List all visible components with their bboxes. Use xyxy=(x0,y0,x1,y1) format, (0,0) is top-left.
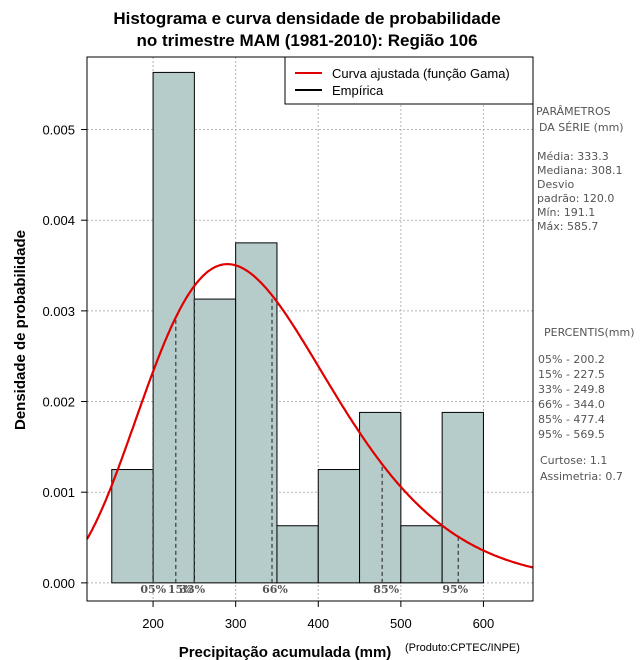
stat-mean: Média: 333.3 xyxy=(537,150,609,163)
y-tick-label: 0.004 xyxy=(42,213,75,228)
params-header-line-2: DA SÉRIE (mm) xyxy=(539,121,624,134)
percentile-label: 05% xyxy=(140,583,166,596)
x-axis-title: Precipitação acumulada (mm) xyxy=(179,644,392,660)
legend-box xyxy=(284,56,534,105)
y-tick-label: 0.005 xyxy=(42,123,75,138)
stat-skewness: Assimetria: 0.7 xyxy=(540,470,623,483)
histogram-bars xyxy=(111,71,484,584)
percentil-66: 66% - 344.0 xyxy=(538,398,605,411)
percentil-33: 33% - 249.8 xyxy=(538,383,605,396)
chart-title-line-1: Histograma e curva densidade de probabil… xyxy=(113,9,500,28)
percentil-05: 05% - 200.2 xyxy=(538,353,605,366)
x-tick-label: 200 xyxy=(142,616,164,631)
x-tick-label: 400 xyxy=(307,616,329,631)
percentile-label: 95% xyxy=(442,583,468,596)
y-tick-label: 0.002 xyxy=(42,395,75,410)
percentil-15: 15% - 227.5 xyxy=(538,368,605,381)
side-panel: PARÂMETROS DA SÉRIE (mm) Média: 333.3 Me… xyxy=(536,105,635,483)
y-axis-title: Densidade de probabilidade xyxy=(12,230,29,430)
histogram-bar xyxy=(111,469,154,584)
percentile-label: 85% xyxy=(373,583,399,596)
stat-max: Máx: 585.7 xyxy=(537,220,598,233)
stat-kurtosis: Curtose: 1.1 xyxy=(540,454,607,467)
stat-median: Mediana: 308.1 xyxy=(537,164,622,177)
gamma-curve xyxy=(86,262,534,569)
percentile-label: 33% xyxy=(179,583,205,596)
y-axis: 0.000 0.001 0.002 0.003 0.004 0.005 xyxy=(42,123,87,591)
percentil-95: 95% - 569.5 xyxy=(538,428,605,441)
histogram-bar xyxy=(317,469,361,584)
percentile-label: 15% xyxy=(168,583,194,596)
percentile-labels: 05% 15%33% 66% 85% 95% xyxy=(140,583,468,596)
legend: Curva ajustada (função Gama) Empírica xyxy=(284,56,534,105)
credit-text: (Produto:CPTEC/INPE) xyxy=(405,642,520,654)
percentile-lines xyxy=(152,286,459,583)
histogram-bar xyxy=(441,411,484,584)
percentile-label: 66% xyxy=(262,583,288,596)
stat-std-line-2: padrão: 120.0 xyxy=(537,192,614,205)
x-axis: 200 300 400 500 600 xyxy=(142,601,494,631)
gamma-curve-layer xyxy=(86,262,534,569)
x-tick-label: 500 xyxy=(390,616,412,631)
histogram-bar xyxy=(193,298,237,584)
x-tick-label: 300 xyxy=(225,616,247,631)
histogram-bar xyxy=(152,71,195,584)
histogram-bar xyxy=(276,525,319,584)
chart-title-line-2: no trimestre MAM (1981-2010): Região 106 xyxy=(136,31,477,50)
histogram-bar xyxy=(235,242,278,584)
x-tick-label: 600 xyxy=(473,616,495,631)
y-tick-label: 0.001 xyxy=(42,485,75,500)
params-header-line-1: PARÂMETROS xyxy=(536,105,611,118)
percentil-85: 85% - 477.4 xyxy=(538,413,605,426)
y-tick-label: 0.003 xyxy=(42,304,75,319)
legend-label-curve: Curva ajustada (função Gama) xyxy=(332,66,510,81)
stat-std-line-1: Desvio xyxy=(537,178,575,191)
histogram-bar xyxy=(359,411,402,584)
histogram-bar xyxy=(400,525,443,584)
legend-label-empirical: Empírica xyxy=(332,83,384,98)
percentis-header: PERCENTIS(mm) xyxy=(544,326,635,339)
y-tick-label: 0.000 xyxy=(42,576,75,591)
stat-min: Mín: 191.1 xyxy=(537,206,595,219)
